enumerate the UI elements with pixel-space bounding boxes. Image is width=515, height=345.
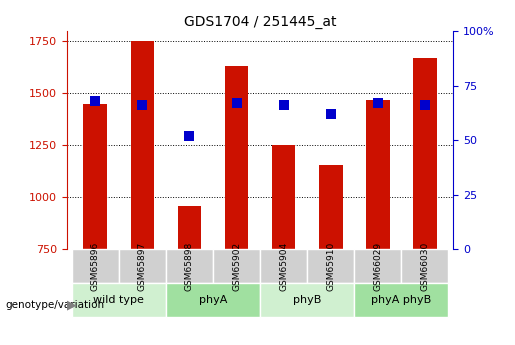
Text: GSM65896: GSM65896 [91, 241, 100, 291]
Bar [83, 104, 107, 249]
Text: phyA phyB: phyA phyB [371, 295, 432, 305]
Point [138, 102, 146, 108]
Point [232, 100, 241, 106]
Bar [225, 66, 248, 249]
FancyBboxPatch shape [72, 283, 166, 317]
Point [280, 102, 288, 108]
FancyBboxPatch shape [307, 249, 354, 283]
Text: GSM65904: GSM65904 [279, 242, 288, 291]
Title: GDS1704 / 251445_at: GDS1704 / 251445_at [184, 14, 336, 29]
FancyBboxPatch shape [119, 249, 166, 283]
Text: GSM65898: GSM65898 [185, 241, 194, 291]
Text: genotype/variation: genotype/variation [5, 300, 104, 310]
Point [374, 100, 382, 106]
FancyBboxPatch shape [213, 249, 260, 283]
Text: GSM65902: GSM65902 [232, 242, 241, 291]
Point [421, 102, 429, 108]
Text: GSM66029: GSM66029 [373, 242, 382, 291]
Bar [178, 206, 201, 249]
Text: GSM66030: GSM66030 [420, 241, 430, 291]
FancyBboxPatch shape [260, 283, 354, 317]
Bar [272, 145, 296, 249]
Text: ▶: ▶ [67, 299, 77, 312]
Text: wild type: wild type [93, 295, 144, 305]
FancyBboxPatch shape [401, 249, 449, 283]
Point [185, 133, 194, 139]
FancyBboxPatch shape [166, 283, 260, 317]
Point [327, 111, 335, 117]
Text: phyA: phyA [199, 295, 227, 305]
FancyBboxPatch shape [354, 249, 401, 283]
FancyBboxPatch shape [72, 249, 119, 283]
Point [91, 98, 99, 104]
FancyBboxPatch shape [354, 283, 449, 317]
Bar [130, 41, 154, 249]
FancyBboxPatch shape [166, 249, 213, 283]
Text: phyB: phyB [293, 295, 321, 305]
Text: GSM65910: GSM65910 [326, 241, 335, 291]
FancyBboxPatch shape [260, 249, 307, 283]
Bar [366, 100, 390, 249]
Text: GSM65897: GSM65897 [138, 241, 147, 291]
Bar [413, 58, 437, 249]
Bar [319, 165, 342, 249]
